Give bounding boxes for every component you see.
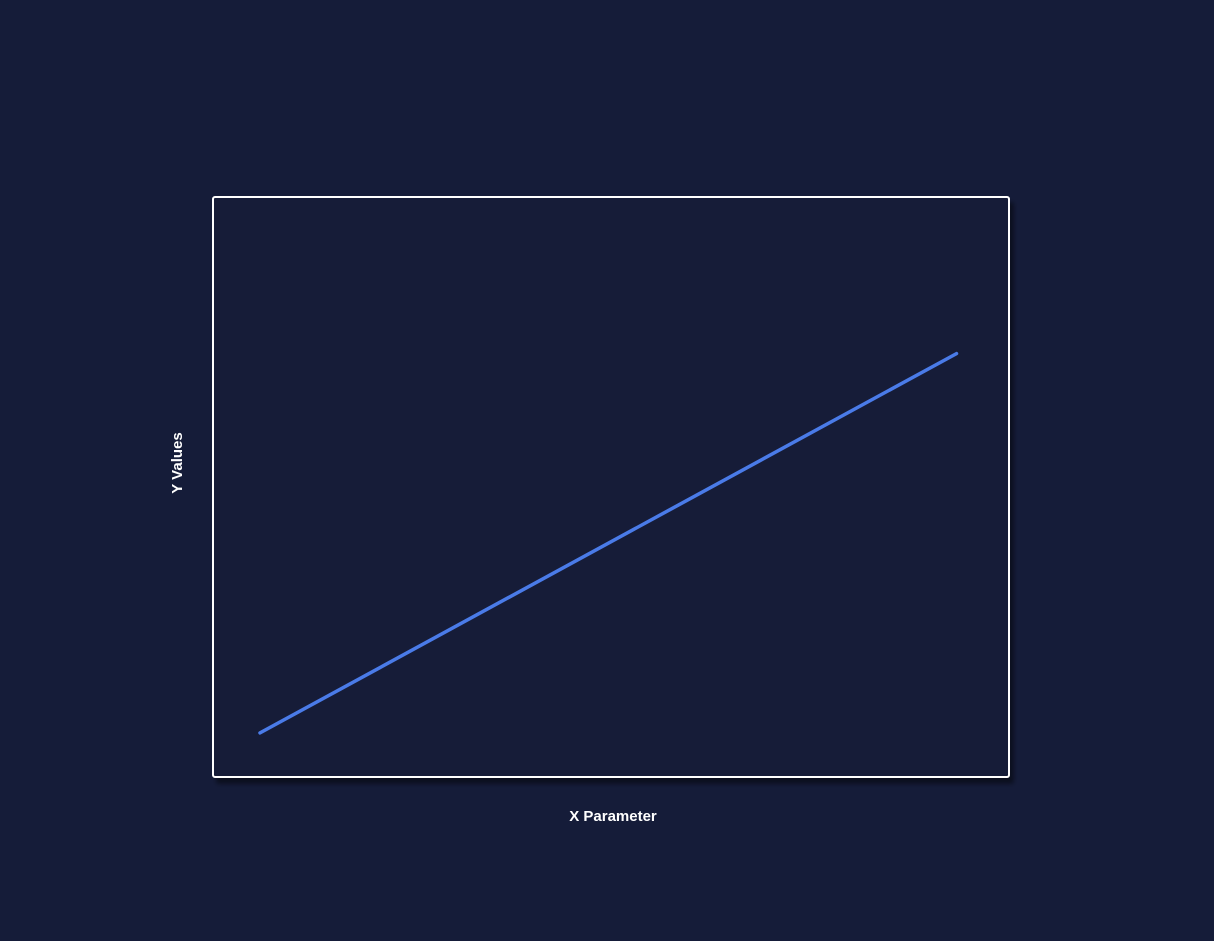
series-layer xyxy=(258,351,959,735)
y-axis-label: Y Values xyxy=(169,432,186,493)
plot-area xyxy=(212,196,1010,778)
x-axis-label: X Parameter xyxy=(569,808,657,825)
series-line-1 xyxy=(258,351,959,735)
